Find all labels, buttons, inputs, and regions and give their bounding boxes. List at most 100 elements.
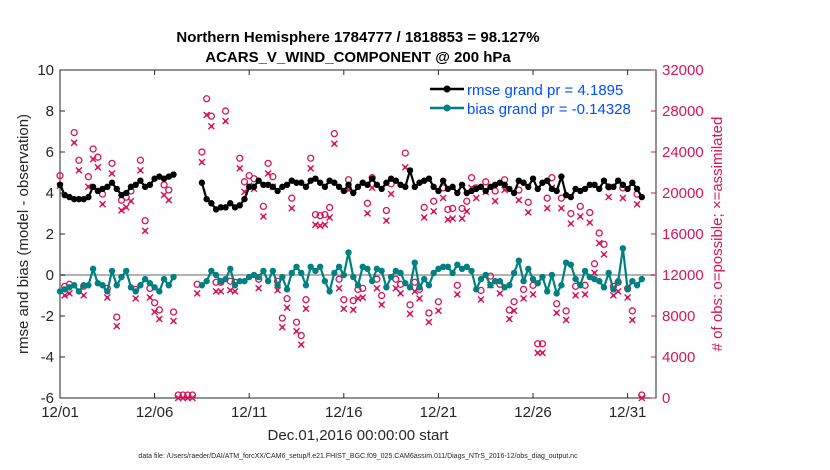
y-left-tick-label: 8 [46, 103, 54, 120]
obs-assimilated-dot [328, 215, 332, 220]
bias-point [444, 263, 452, 270]
obs-assimilated-dot [460, 216, 464, 221]
obs-possible-point [430, 197, 438, 205]
obs-assimilated-point [274, 286, 282, 294]
y-left-tick-label: -2 [41, 308, 54, 325]
obs-assimilated-dot [257, 286, 261, 290]
rmse-point [246, 183, 253, 191]
obs-assimilated-dot [545, 206, 549, 210]
bias-point [477, 275, 485, 283]
rmse-point [402, 183, 409, 191]
obs-assimilated-point [543, 204, 551, 212]
rmse-point [510, 189, 518, 197]
obs-assimilated-dot [195, 291, 199, 295]
obs-assimilated-point [340, 305, 348, 313]
obs-assimilated-dot [512, 309, 516, 313]
obs-assimilated-point [382, 217, 390, 225]
obs-assimilated-dot [313, 223, 318, 227]
obs-possible-point [420, 203, 428, 212]
bias-point [454, 261, 461, 268]
bias-point [331, 269, 338, 277]
rmse-point [70, 195, 78, 203]
bias-point [525, 265, 532, 273]
rmse-point [208, 200, 215, 207]
obs-assimilated-point [75, 166, 83, 174]
obs-assimilated-dot [578, 214, 582, 219]
obs-possible-point [557, 194, 566, 202]
bias-point [468, 267, 475, 275]
rmse-point [108, 179, 116, 186]
rmse-point [454, 189, 461, 197]
bias-point [279, 273, 286, 281]
bias-point [80, 282, 87, 289]
obs-assimilated-dot [261, 214, 265, 219]
obs-assimilated-dot [143, 229, 147, 233]
bias-point [118, 273, 125, 281]
rmse-point [312, 175, 319, 182]
rmse-point [146, 181, 154, 188]
legend-bias-marker [443, 104, 451, 112]
bias-point [264, 277, 272, 285]
obs-possible-point [311, 210, 320, 219]
obs-assimilated-point [359, 293, 367, 301]
bias-point [293, 263, 300, 270]
obs-assimilated-point [335, 284, 343, 292]
obs-assimilated-dot [148, 295, 152, 300]
obs-assimilated-dot [138, 168, 143, 172]
obs-assimilated-point [472, 194, 480, 202]
bias-point [137, 282, 144, 289]
obs-assimilated-point [302, 305, 310, 313]
bias-point [430, 269, 437, 277]
obs-possible-point [141, 217, 149, 225]
obs-assimilated-point [378, 301, 386, 309]
obs-assimilated-point [633, 200, 641, 208]
legend-rmse-marker [443, 85, 451, 93]
obs-assimilated-point [430, 207, 438, 215]
obs-assimilated-dot [346, 188, 351, 192]
obs-assimilated-dot [171, 319, 176, 323]
obs-assimilated-dot [266, 171, 270, 176]
x-tick-label: 12/21 [420, 404, 458, 421]
obs-assimilated-dot [436, 309, 441, 313]
obs-assimilated-point [605, 193, 613, 201]
obs-assimilated-dot [432, 209, 436, 213]
obs-assimilated-dot [394, 286, 398, 290]
obs-possible-point [335, 275, 343, 283]
bias-point [212, 271, 220, 279]
rmse-point [600, 177, 608, 184]
obs-assimilated-dot [294, 329, 299, 333]
obs-assimilated-dot [583, 292, 587, 296]
obs-possible-point [458, 204, 466, 213]
rmse-point [614, 177, 622, 184]
obs-assimilated-dot [186, 396, 190, 400]
rmse-point [198, 179, 206, 186]
bias-series [56, 245, 646, 297]
obs-assimilated-dot [342, 307, 346, 311]
obs-assimilated-dot [621, 196, 625, 200]
legend-bias-label: bias grand pr = -0.14328 [467, 101, 631, 118]
obs-possible-point [302, 296, 310, 304]
bias-point [326, 288, 333, 295]
obs-assimilated-dot [498, 291, 502, 295]
bias-point [529, 275, 537, 283]
rmse-point [529, 175, 537, 182]
rmse-point [331, 179, 338, 186]
obs-possible-point [221, 107, 230, 115]
obs-possible-point [269, 173, 277, 181]
obs-assimilated-dot [441, 196, 445, 200]
obs-assimilated-dot [129, 199, 133, 203]
obs-assimilated-point [255, 284, 263, 292]
rmse-point [477, 183, 485, 191]
bias-point [364, 265, 371, 273]
bias-point [75, 288, 83, 295]
obs-possible-point [425, 309, 433, 317]
obs-assimilated-dot [205, 113, 209, 117]
bias-point [89, 265, 97, 273]
obs-assimilated-point [117, 206, 125, 214]
legend: rmse grand pr = 4.1895 bias grand pr = -… [425, 79, 648, 119]
obs-possible-point [482, 178, 490, 186]
obs-assimilated-dot [285, 306, 289, 310]
bias-point [350, 273, 357, 281]
y-right-tick-label: 24000 [662, 144, 704, 161]
obs-assimilated-point [264, 169, 272, 177]
